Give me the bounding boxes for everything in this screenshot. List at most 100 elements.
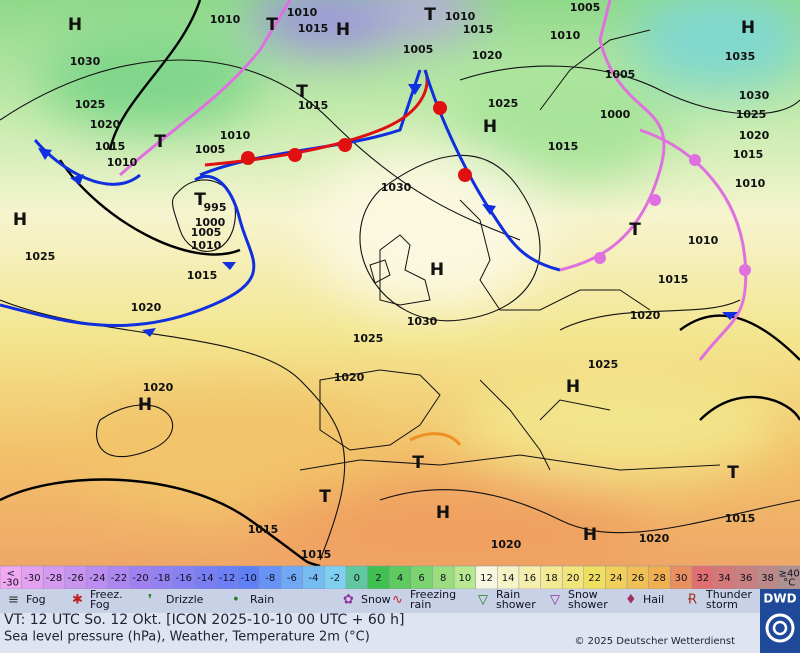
isobar-label: 1010 <box>191 239 222 252</box>
legend-symbol: ✱ <box>72 593 83 608</box>
pressure-center: T <box>154 132 166 152</box>
logo-text: DWD <box>763 592 796 606</box>
isobar-label: 1035 <box>725 50 756 63</box>
isobar-label: 1025 <box>75 98 106 111</box>
isobar-label: 1000 <box>195 216 226 229</box>
scale-label: 34 <box>718 573 731 584</box>
scale-label: -18 <box>154 573 170 584</box>
scale-label: -16 <box>176 573 192 584</box>
isobar-label: 1015 <box>248 523 279 536</box>
scale-label: 30 <box>675 573 688 584</box>
scale-label: 4 <box>397 573 403 584</box>
pressure-center: H <box>741 18 755 38</box>
legend-label: Freez. Fog <box>90 588 123 611</box>
isobar-label: 1030 <box>70 55 101 68</box>
legend-symbol: ∿ <box>392 593 403 608</box>
isobar-label: 1015 <box>658 273 689 286</box>
isobar-label: 1015 <box>298 22 329 35</box>
legend-label: Fog <box>26 593 46 606</box>
isobar-label: 1005 <box>605 68 636 81</box>
scale-label: -14 <box>197 573 213 584</box>
footer-bar <box>0 613 760 653</box>
map-background <box>0 0 800 580</box>
isobar-label: 1005 <box>191 226 222 239</box>
isobar-label: 1000 <box>600 108 631 121</box>
scale-label: 8 <box>440 573 446 584</box>
coastlines <box>299 29 721 471</box>
legend-bar <box>0 589 800 613</box>
scale-label: 14 <box>502 573 515 584</box>
isobar-label: 1020 <box>90 118 121 131</box>
isobar-label: 995 <box>204 201 227 214</box>
pressure-center: T <box>296 82 308 102</box>
isobar-label: 1015 <box>301 548 332 561</box>
pressure-center: T <box>194 190 206 210</box>
scale-label: -22 <box>111 573 127 584</box>
legend-label: Rain <box>250 593 274 606</box>
isobar-label: 1025 <box>736 108 767 121</box>
scale-label: 20 <box>567 573 580 584</box>
isobar-label: 1010 <box>220 129 251 142</box>
legend-label: Rain shower <box>496 588 536 611</box>
scale-label: 36 <box>740 573 753 584</box>
scale-label: -24 <box>89 573 105 584</box>
scale-label: -8 <box>265 573 275 584</box>
isobar-label: 1020 <box>630 309 661 322</box>
isobar-label: 1005 <box>195 143 226 156</box>
legend-symbol: ≡ <box>8 593 19 608</box>
isobar-label: 1015 <box>733 148 764 161</box>
valid-time: VT: 12 UTC So. 12 Okt. [ICON 2025-10-10 … <box>4 612 404 628</box>
isobar-label: 1020 <box>334 371 365 384</box>
pressure-center: T <box>266 15 278 35</box>
legend-symbol: • <box>232 593 240 608</box>
copyright: © 2025 Deutscher Wetterdienst <box>574 636 735 647</box>
scale-label: 28 <box>653 573 666 584</box>
temperature-scale: < -30 -30 -28 -26 -24 -22 -20 -18 -16 -14 -12 -10 -8-… <box>0 565 800 590</box>
pressure-center: H <box>430 260 444 280</box>
legend-label: Thunder storm <box>705 588 752 611</box>
isobar-label: 1020 <box>639 532 670 545</box>
scale-label: 2 <box>375 573 381 584</box>
isobar-label: 1015 <box>548 140 579 153</box>
scale-label: 26 <box>631 573 644 584</box>
scale-label: < -30 <box>3 569 19 589</box>
isobar-label: 1030 <box>381 181 412 194</box>
pressure-center: H <box>138 395 152 415</box>
pressure-center: H <box>68 15 82 35</box>
pressure-center: T <box>412 453 424 473</box>
legend-label: Drizzle <box>166 593 204 606</box>
isobar-label: 1010 <box>735 177 766 190</box>
pressure-center: T <box>319 487 331 507</box>
scale-label: 24 <box>610 573 623 584</box>
pressure-center: T <box>424 5 436 25</box>
scale-label: 6 <box>418 573 424 584</box>
scale-label: -10 <box>240 573 256 584</box>
scale-label: -6 <box>287 573 297 584</box>
isobar-label: 1025 <box>588 358 619 371</box>
scale-label: -26 <box>68 573 84 584</box>
scale-label: 12 <box>480 573 493 584</box>
legend-symbol: ❜ <box>148 593 152 608</box>
isobar-label: 1020 <box>131 301 162 314</box>
isobar-label: 1025 <box>25 250 56 263</box>
isobar-label: 1010 <box>550 29 581 42</box>
legend-label: Snow <box>361 593 391 606</box>
scale-label: 32 <box>696 573 709 584</box>
pressure-center: H <box>336 20 350 40</box>
isobar-label: 1030 <box>407 315 438 328</box>
legend-label: Hail <box>643 593 664 606</box>
pressure-center: T <box>727 463 739 483</box>
isobar-label: 1015 <box>187 269 218 282</box>
isobar-label: 1020 <box>143 381 174 394</box>
pressure-center: H <box>566 377 580 397</box>
scale-label: 18 <box>545 573 558 584</box>
legend-symbol: Ɍ <box>688 593 697 608</box>
scale-label: 0 <box>354 573 360 584</box>
pressure-center: T <box>629 220 641 240</box>
isobar-label: 1020 <box>739 129 770 142</box>
scale-label: 38 <box>761 573 774 584</box>
isobar-label: 1015 <box>463 23 494 36</box>
